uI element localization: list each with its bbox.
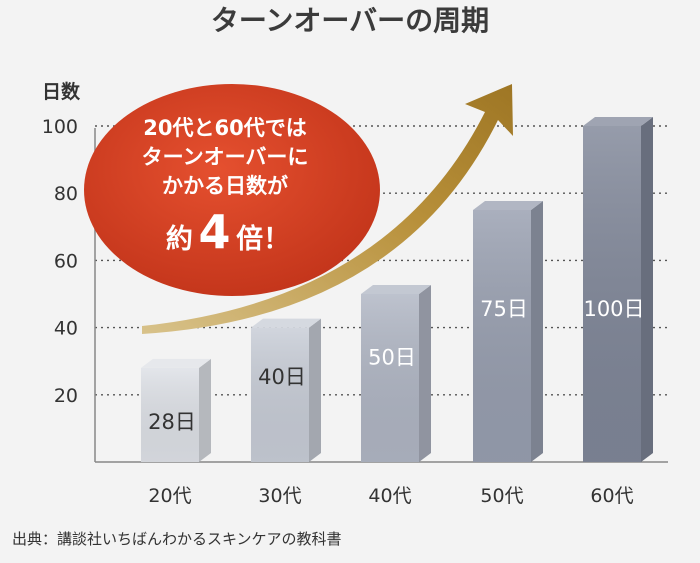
data-label: 100日 [583, 297, 644, 321]
bar-top [361, 285, 431, 294]
bar-side [309, 318, 321, 462]
bar-side [419, 285, 431, 462]
bar-shade [583, 126, 641, 462]
x-tick-label: 30代 [258, 485, 301, 507]
callout-emphasis: 約 4 倍！ [166, 205, 290, 259]
bar-shade [473, 210, 531, 462]
bars: 28日 40日 50日 75日 100日 [141, 117, 653, 462]
callout-emphasis-prefix: 約 [166, 223, 193, 255]
bar-side [199, 358, 211, 462]
bar-top [141, 358, 211, 368]
callout-line-2: ターンオーバーに [142, 145, 309, 169]
y-tick-label: 60 [54, 250, 78, 272]
bar-1 [141, 358, 211, 462]
bar-side [641, 117, 653, 462]
y-tick-label: 40 [54, 318, 78, 340]
x-tick-label: 60代 [590, 485, 633, 507]
bar-4 [473, 201, 543, 462]
callout-emphasis-suffix: 倍！ [236, 223, 290, 255]
bar-5 [583, 117, 653, 462]
bar-top [583, 117, 653, 126]
data-label: 75日 [480, 297, 528, 321]
callout-line-3: かかる日数が [162, 174, 288, 198]
x-tick-label: 20代 [148, 485, 191, 507]
y-axis-label: 日数 [42, 80, 81, 103]
x-tick-labels: 20代 30代 40代 50代 60代 [148, 485, 633, 507]
bar-side [531, 201, 543, 462]
callout-bubble: 20代と60代では ターンオーバーに かかる日数が 約 4 倍！ [84, 84, 380, 296]
x-tick-label: 40代 [368, 485, 411, 507]
bar-top [251, 318, 321, 328]
bar-shade [141, 367, 199, 462]
data-label: 40日 [258, 365, 306, 389]
y-tick-labels: 20 40 60 80 100 [42, 116, 78, 407]
trend-arrow [142, 84, 513, 334]
callout-line-1: 20代と60代では [143, 116, 306, 140]
y-tick-label: 80 [54, 183, 78, 205]
callout-emphasis-number: 4 [198, 205, 230, 259]
data-label: 50日 [368, 346, 416, 370]
bar-shade [251, 327, 309, 462]
y-tick-label: 20 [54, 385, 78, 407]
chart-title: ターンオーバーの周期 [211, 4, 489, 37]
y-tick-label: 100 [42, 116, 78, 138]
bar-shade [361, 294, 419, 462]
x-tick-label: 50代 [480, 485, 523, 507]
bar-top [473, 201, 543, 210]
source-note: 出典：講談社いちばんわかるスキンケアの教科書 [12, 530, 342, 548]
bar-2 [251, 318, 321, 462]
data-label: 28日 [148, 410, 196, 434]
bar-3 [361, 285, 431, 462]
